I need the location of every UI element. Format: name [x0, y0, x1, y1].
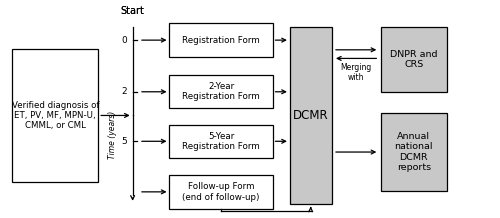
- Text: DNPR and
CRS: DNPR and CRS: [390, 50, 438, 69]
- Text: 2: 2: [121, 87, 126, 96]
- Text: Start: Start: [120, 7, 144, 16]
- FancyBboxPatch shape: [380, 113, 447, 191]
- FancyBboxPatch shape: [170, 175, 272, 209]
- Text: Registration Form: Registration Form: [182, 36, 260, 45]
- Text: 2-Year
Registration Form: 2-Year Registration Form: [182, 82, 260, 102]
- Text: DCMR: DCMR: [293, 109, 328, 122]
- FancyBboxPatch shape: [380, 27, 447, 92]
- Text: Verified diagnosis of
ET, PV, MF, MPN-U,
CMML, or CML: Verified diagnosis of ET, PV, MF, MPN-U,…: [12, 100, 99, 130]
- FancyBboxPatch shape: [170, 125, 272, 158]
- Text: Follow-up Form
(end of follow-up): Follow-up Form (end of follow-up): [182, 182, 260, 202]
- Text: Annual
national
DCMR
reports: Annual national DCMR reports: [394, 132, 433, 172]
- Text: Start: Start: [120, 7, 144, 16]
- Text: 5: 5: [121, 137, 126, 146]
- FancyBboxPatch shape: [290, 27, 332, 204]
- Text: Time (years): Time (years): [108, 111, 118, 159]
- Text: Merging
with: Merging with: [340, 63, 372, 82]
- FancyBboxPatch shape: [170, 75, 272, 109]
- FancyBboxPatch shape: [12, 49, 98, 182]
- Text: 5-Year
Registration Form: 5-Year Registration Form: [182, 132, 260, 151]
- Text: 0: 0: [121, 36, 126, 45]
- FancyBboxPatch shape: [170, 24, 272, 57]
